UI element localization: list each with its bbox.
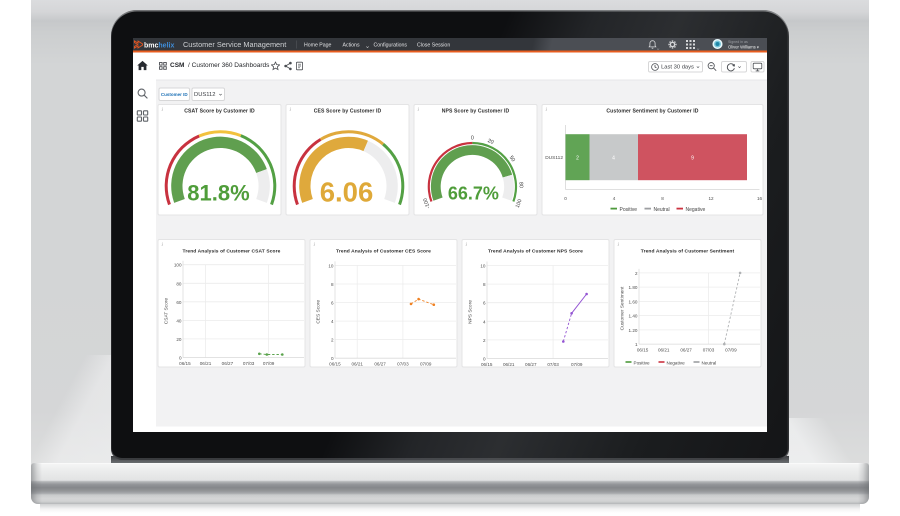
svg-text:10: 10 bbox=[328, 263, 334, 268]
svg-text:06/21: 06/21 bbox=[503, 362, 515, 367]
svg-text:1.40: 1.40 bbox=[629, 314, 638, 319]
svg-text:40: 40 bbox=[176, 318, 182, 323]
svg-text:Positive: Positive bbox=[634, 361, 651, 366]
svg-text:06/21: 06/21 bbox=[200, 361, 212, 366]
svg-text:07/09: 07/09 bbox=[725, 348, 737, 353]
svg-text:0: 0 bbox=[483, 357, 486, 362]
svg-text:20: 20 bbox=[487, 138, 495, 146]
svg-text:2: 2 bbox=[635, 271, 638, 276]
svg-text:8: 8 bbox=[331, 282, 334, 287]
svg-text:06/15: 06/15 bbox=[481, 362, 493, 367]
svg-text:4: 4 bbox=[612, 156, 615, 162]
svg-text:2: 2 bbox=[483, 338, 486, 343]
svg-text:100: 100 bbox=[174, 263, 182, 268]
svg-text:8: 8 bbox=[483, 282, 486, 287]
svg-text:0: 0 bbox=[564, 196, 567, 201]
svg-text:80: 80 bbox=[517, 182, 523, 188]
svg-text:81.8%: 81.8% bbox=[187, 180, 249, 205]
svg-text:6: 6 bbox=[483, 301, 486, 306]
svg-text:60: 60 bbox=[176, 300, 182, 305]
svg-text:0: 0 bbox=[331, 356, 334, 361]
svg-text:4: 4 bbox=[331, 319, 334, 324]
svg-text:4: 4 bbox=[613, 196, 616, 201]
svg-text:Customer Sentiment: Customer Sentiment bbox=[620, 286, 626, 330]
svg-text:2: 2 bbox=[576, 156, 579, 162]
svg-text:06/15: 06/15 bbox=[329, 362, 341, 367]
svg-text:07/03: 07/03 bbox=[703, 348, 715, 353]
svg-text:06/27: 06/27 bbox=[222, 361, 234, 366]
svg-text:DUS112: DUS112 bbox=[545, 155, 563, 161]
svg-text:1.80: 1.80 bbox=[629, 285, 638, 290]
svg-text:6.06: 6.06 bbox=[320, 177, 374, 208]
svg-text:Negative: Negative bbox=[667, 361, 686, 366]
svg-text:6: 6 bbox=[331, 301, 334, 306]
svg-text:8: 8 bbox=[661, 196, 664, 201]
svg-text:9: 9 bbox=[691, 156, 694, 162]
svg-text:16: 16 bbox=[757, 196, 763, 201]
svg-text:20: 20 bbox=[176, 337, 182, 342]
svg-text:4: 4 bbox=[483, 319, 486, 324]
svg-text:06/21: 06/21 bbox=[658, 348, 670, 353]
svg-text:66.7%: 66.7% bbox=[448, 183, 499, 203]
svg-text:100: 100 bbox=[515, 198, 524, 208]
svg-text:06/15: 06/15 bbox=[179, 361, 191, 366]
svg-text:07/03: 07/03 bbox=[547, 362, 559, 367]
svg-text:Neutral: Neutral bbox=[654, 207, 670, 213]
svg-text:1: 1 bbox=[635, 342, 638, 347]
svg-text:CSAT Score: CSAT Score bbox=[164, 298, 170, 325]
svg-text:10: 10 bbox=[480, 264, 486, 269]
svg-text:80: 80 bbox=[176, 281, 182, 286]
svg-text:2: 2 bbox=[331, 338, 334, 343]
svg-text:CES Score: CES Score bbox=[316, 300, 322, 324]
svg-text:06/27: 06/27 bbox=[525, 362, 537, 367]
svg-text:0: 0 bbox=[179, 356, 182, 361]
svg-text:06/15: 06/15 bbox=[637, 348, 649, 353]
svg-text:-100: -100 bbox=[423, 197, 432, 209]
svg-text:06/21: 06/21 bbox=[351, 362, 363, 367]
svg-text:Negative: Negative bbox=[686, 207, 706, 213]
svg-text:Neutral: Neutral bbox=[702, 361, 717, 366]
svg-text:07/09: 07/09 bbox=[571, 362, 583, 367]
svg-text:50: 50 bbox=[508, 155, 516, 163]
svg-text:06/27: 06/27 bbox=[374, 362, 386, 367]
svg-text:07/09: 07/09 bbox=[263, 361, 275, 366]
svg-text:1.20: 1.20 bbox=[629, 328, 638, 333]
svg-text:07/03: 07/03 bbox=[243, 361, 255, 366]
svg-text:0: 0 bbox=[471, 135, 474, 141]
svg-text:Positive: Positive bbox=[620, 207, 638, 213]
svg-text:06/27: 06/27 bbox=[680, 348, 692, 353]
svg-text:07/09: 07/09 bbox=[420, 362, 432, 367]
svg-text:NPS Score: NPS Score bbox=[468, 300, 474, 324]
svg-text:1.60: 1.60 bbox=[629, 299, 638, 304]
svg-text:07/03: 07/03 bbox=[397, 362, 409, 367]
svg-text:12: 12 bbox=[708, 196, 714, 201]
